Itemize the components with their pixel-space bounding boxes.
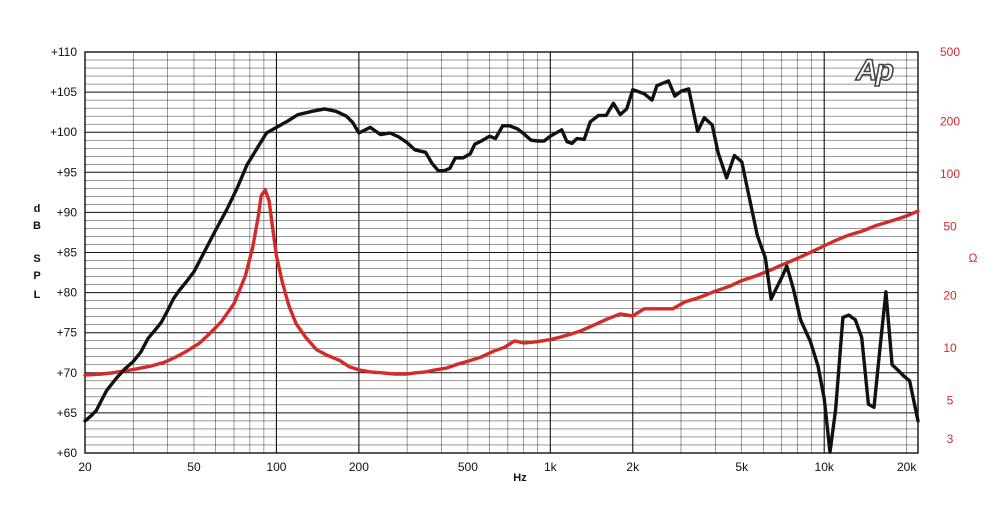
y-right-tick-label: 10 (943, 341, 957, 355)
y-left-tick-label: +85 (57, 246, 78, 260)
y-left-tick-label: +80 (57, 286, 78, 300)
x-tick-label: 500 (458, 460, 478, 474)
plot-frame (84, 51, 919, 454)
spl-series (83, 79, 920, 454)
y-left-title-letter: B (33, 220, 41, 232)
y-right-tick-label: 5 (947, 394, 954, 408)
y-left-title-letter: P (33, 270, 40, 282)
y-left-tick-label: +75 (57, 326, 78, 340)
tick-labels: +60 +65 +70 +75 +80 +85 +90 +95 +100 +105 +110 3 5 10… (50, 45, 960, 474)
x-tick-label: 1k (544, 460, 558, 474)
y-left-title-letter: L (34, 289, 41, 301)
grid (84, 51, 919, 454)
y-right-tick-label: 3 (947, 432, 954, 446)
y-axis-left-title: dB SPL (33, 203, 41, 301)
y-left-tick-label: +60 (57, 446, 78, 460)
ap-logo: Ap (854, 53, 896, 88)
y-left-tick-label: +65 (57, 406, 78, 420)
y-right-tick-label: 500 (940, 45, 960, 59)
y-left-tick-label: +100 (50, 125, 77, 139)
spl-curve (83, 79, 920, 454)
x-tick-label: 200 (349, 460, 369, 474)
impedance-curve (83, 188, 920, 377)
x-tick-label: 2k (626, 460, 640, 474)
x-axis-title: Hz (513, 472, 527, 484)
y-right-tick-label: 50 (943, 219, 957, 233)
y-axis-right-title: Ω (969, 251, 978, 265)
y-left-tick-label: +95 (57, 165, 78, 179)
ap-logo-text: Ap (855, 54, 894, 87)
x-tick-label: 5k (735, 460, 749, 474)
impedance-series (83, 188, 920, 377)
y-left-title-letter: S (33, 253, 40, 265)
y-left-title-letter: d (34, 203, 41, 215)
x-tick-label: 50 (187, 460, 201, 474)
y-left-tick-label: +110 (51, 45, 77, 59)
y-right-tick-label: 100 (940, 167, 960, 181)
y-left-tick-label: +70 (57, 366, 78, 380)
x-tick-label: 100 (266, 460, 286, 474)
y-left-tick-label: +90 (57, 205, 78, 219)
y-left-tick-label: +105 (50, 85, 77, 99)
x-tick-label: 20k (897, 460, 917, 474)
y-right-tick-label: 20 (943, 289, 957, 303)
x-tick-label: 10k (815, 460, 835, 474)
y-right-tick-label: 200 (940, 114, 960, 128)
x-tick-label: 20 (78, 460, 92, 474)
